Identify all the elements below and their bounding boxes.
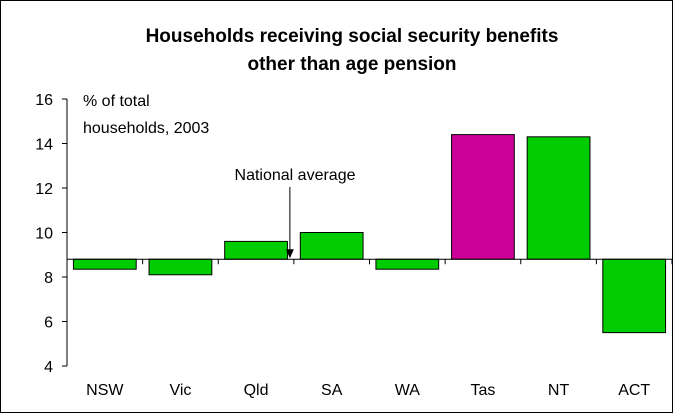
y-tick-label: 14 <box>35 137 53 154</box>
bar-tas <box>451 134 515 260</box>
bar-nt <box>526 136 591 260</box>
bar-act <box>602 258 667 334</box>
bar-sa <box>299 232 364 260</box>
bar-vic <box>148 258 213 276</box>
y-tick-label: 4 <box>44 359 53 376</box>
y-tick-label: 8 <box>44 270 53 287</box>
national-average-annotation: National average <box>235 167 356 184</box>
y-tick-label: 16 <box>35 92 53 109</box>
x-tick-label: Vic <box>169 382 191 399</box>
axes-group: NSW Vic Qld SA WA Tas NT ACT 4 6 8 10 12 14 16 <box>35 92 673 399</box>
bar-nsw <box>72 258 137 270</box>
bar-qld <box>224 240 288 260</box>
y-tick-label: 10 <box>35 226 53 243</box>
x-tick-label: Tas <box>470 382 495 399</box>
x-tick-label: WA <box>395 382 421 399</box>
arrow-head <box>285 249 294 259</box>
y-tick-label: 6 <box>44 315 53 332</box>
x-tick-label: SA <box>321 382 343 399</box>
x-tick-label: NT <box>548 382 570 399</box>
x-tick-label: NSW <box>86 382 124 399</box>
x-tick-label: ACT <box>618 382 650 399</box>
bars-group <box>72 134 667 334</box>
national-average-arrow <box>285 187 294 259</box>
bar-wa <box>375 258 440 270</box>
y-axis-label-line-1: % of total <box>83 93 150 110</box>
y-axis-label-line-2: households, 2003 <box>83 120 209 137</box>
chart-title: Households receiving social security ben… <box>146 26 559 47</box>
chart-subtitle: other than age pension <box>247 54 456 75</box>
y-tick-label: 12 <box>35 181 53 198</box>
x-tick-label: Qld <box>244 382 269 399</box>
